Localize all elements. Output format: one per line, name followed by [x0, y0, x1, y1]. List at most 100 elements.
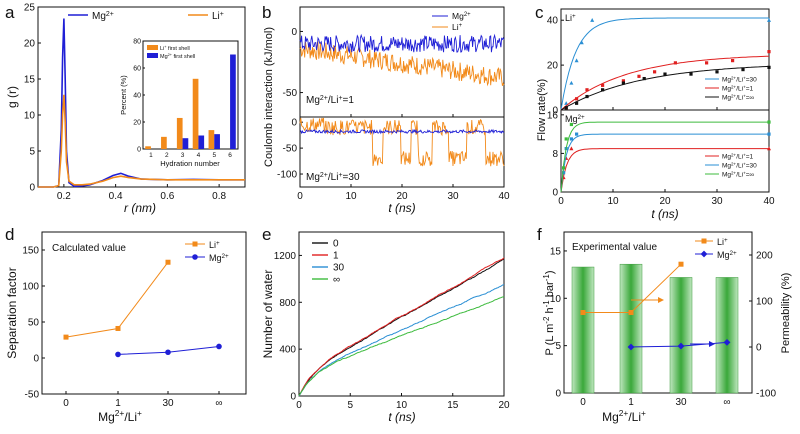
y-tick-label: 50	[28, 318, 40, 329]
mg-legend-label: Mg2+/Li+=∞	[722, 170, 755, 179]
inset-legend-mg-label: Mg2+ first shell	[160, 53, 195, 60]
x-tick-label: 30	[675, 397, 687, 408]
li-data-point	[585, 94, 589, 99]
li-data-point	[715, 70, 719, 74]
series-line-mg-ratio30	[299, 128, 505, 135]
series-line-li	[65, 261, 169, 338]
li-data-point	[767, 65, 771, 69]
x-tick-label: 0	[296, 400, 302, 411]
y-axis-label: Number of water	[261, 270, 275, 359]
y-tick-label: 40	[547, 16, 559, 27]
y-tick-label: 0	[555, 389, 561, 400]
y-tick-label: 150	[22, 246, 39, 257]
y-axis-label: Flow rate(%)	[536, 79, 548, 141]
x-tick-label: 30	[447, 191, 459, 202]
li-data-point	[673, 61, 677, 65]
x-tick-label: 10	[396, 400, 408, 411]
y-tick-label: 200	[756, 251, 773, 262]
x-tick-label: 10	[607, 196, 619, 207]
li-data-point	[165, 259, 171, 265]
x-tick-label: 10	[345, 191, 357, 202]
li-data-point	[575, 101, 579, 105]
mg-data-point	[723, 339, 731, 346]
y-axis-label: Coulomb interaction (kJ/mol)	[263, 27, 275, 167]
mg-data-point	[562, 166, 566, 170]
inset-y-tick-label: 60	[133, 66, 141, 73]
legend-li-marker	[701, 238, 707, 244]
y-tick-label: -100	[756, 389, 776, 400]
plot-frame	[563, 231, 753, 394]
y-tick-label: 25	[24, 3, 36, 14]
legend-mg-label: Mg2+	[92, 11, 114, 23]
mg-data-point	[564, 137, 568, 141]
x-axis-label: t (ns)	[651, 207, 678, 221]
y-tick-label: -50	[283, 88, 298, 99]
mg-data-point	[575, 132, 579, 136]
annotation-experimental-value: Experimental value	[572, 242, 657, 253]
inset-legend-li-swatch	[147, 45, 158, 50]
inset-bar	[208, 130, 215, 149]
legend-li-label: Li+	[212, 11, 224, 23]
li-data-point	[580, 310, 586, 315]
x-tick-label: 20	[659, 196, 671, 207]
li-fit-curve	[560, 65, 770, 111]
arrow-li-axis-head	[658, 297, 664, 303]
li-fit-curve	[560, 55, 770, 111]
x-tick-label: 30	[162, 398, 174, 409]
y-tick-label: 10	[550, 294, 562, 305]
subplot-label-ratio1: Mg2+/Li+=1	[306, 95, 354, 107]
y-tick-label: -100	[277, 170, 297, 181]
x-axis-label: r (nm)	[124, 201, 156, 215]
legend-label: 1	[333, 251, 339, 262]
y-tick-label: 0	[290, 392, 296, 403]
permeance-bar	[669, 277, 693, 394]
legend-li-label: Li+	[452, 22, 463, 32]
x-tick-label: 0.4	[109, 191, 123, 202]
x-tick-label: 0.6	[160, 191, 174, 202]
li-data-point	[689, 72, 693, 76]
subplot-label-ratio30: Mg2+/Li+=30	[306, 172, 360, 184]
li-data-point	[678, 261, 684, 267]
y-tick-label: 0	[33, 354, 39, 365]
y-axis-label: Separation factor	[5, 267, 19, 358]
x-tick-label: 5	[347, 400, 353, 411]
mg-legend-label: Mg2+/Li+=30	[722, 161, 757, 170]
li-data-point	[653, 70, 657, 74]
li-data-point	[731, 59, 735, 63]
mg-data-point	[569, 146, 574, 151]
y-tick-label: 5	[29, 147, 35, 158]
x-axis-label: t (ns)	[388, 201, 415, 215]
x-tick-label: ∞	[723, 397, 730, 408]
inset-bar	[230, 54, 236, 149]
legend-mg-label: Mg2+	[209, 253, 229, 264]
x-tick-label: 0	[558, 196, 564, 207]
x-tick-label: 1	[115, 398, 121, 409]
mg-fit-curve	[560, 121, 769, 193]
y-tick-label: 15	[24, 75, 36, 86]
mg-data-point	[165, 349, 171, 356]
y-tick-label: 0	[552, 106, 558, 117]
mg-data-point	[627, 343, 635, 351]
x-tick-label: 20	[396, 191, 408, 202]
li-data-point	[767, 50, 771, 54]
y-tick-label: 0	[756, 343, 762, 354]
permeance-bar	[715, 277, 739, 394]
legend-label: ∞	[333, 275, 340, 286]
panel-label-a: a	[5, 3, 15, 22]
x-tick-label: 0.2	[57, 191, 71, 202]
plot-frame	[41, 231, 247, 395]
x-tick-label: 40	[763, 196, 775, 207]
series-line-li-ratio30	[299, 117, 505, 167]
y-tick-label: 400	[279, 345, 296, 356]
subplot-label-li: Li+	[565, 13, 576, 24]
inset-bar	[214, 134, 220, 149]
y-tick-label: 20	[547, 61, 559, 72]
x-tick-label: 40	[498, 191, 510, 202]
mg-data-point	[767, 146, 771, 151]
legend-li-label: Li+	[717, 237, 728, 248]
x-axis-label: Mg2+/Li+	[602, 408, 646, 424]
inset-bar-chart: 0 20 40 60 80 1 2 3 4 5 6 Hydration number Percent (…	[119, 39, 239, 168]
li-data-point	[575, 97, 579, 101]
annotation-calculated-value: Calculated value	[52, 243, 126, 254]
y-axis-label-right: Permeability (%)	[780, 273, 792, 354]
